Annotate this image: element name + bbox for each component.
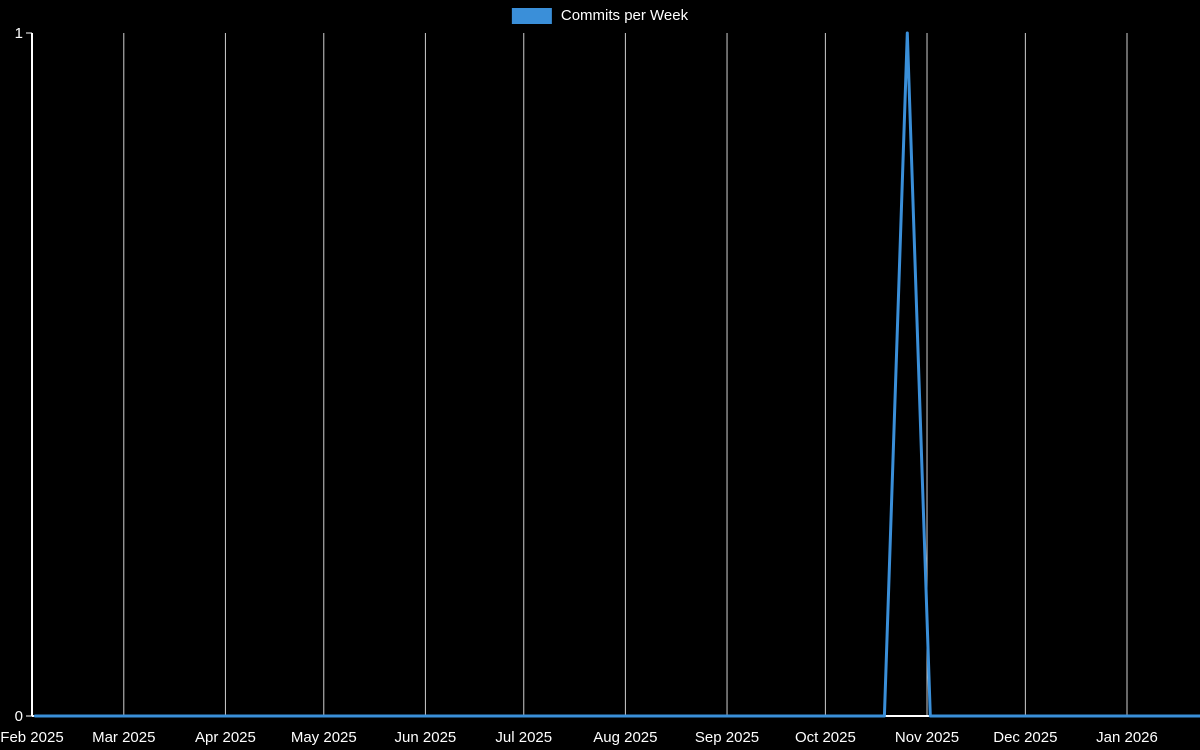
legend-swatch bbox=[511, 8, 552, 24]
x-tick-label: May 2025 bbox=[291, 729, 357, 746]
x-tick-label: Dec 2025 bbox=[993, 729, 1057, 746]
x-tick-label: Jan 2026 bbox=[1096, 729, 1158, 746]
x-tick-label: Sep 2025 bbox=[695, 729, 759, 746]
x-tick-label: Jun 2025 bbox=[395, 729, 457, 746]
x-tick-label: Mar 2025 bbox=[92, 729, 155, 746]
x-tick-label: Apr 2025 bbox=[195, 729, 256, 746]
x-tick-label: Aug 2025 bbox=[593, 729, 657, 746]
y-tick-label: 1 bbox=[15, 25, 23, 42]
commits-series-line bbox=[33, 31, 1200, 718]
x-tick-label: Nov 2025 bbox=[895, 729, 959, 746]
chart-legend[interactable]: Commits per Week bbox=[511, 7, 689, 24]
x-tick-label: Jul 2025 bbox=[495, 729, 552, 746]
x-tick-label: Oct 2025 bbox=[795, 729, 856, 746]
legend-label: Commits per Week bbox=[560, 7, 689, 24]
y-tick-label: 0 bbox=[15, 708, 23, 725]
x-tick-label: Feb 2025 bbox=[0, 729, 63, 746]
